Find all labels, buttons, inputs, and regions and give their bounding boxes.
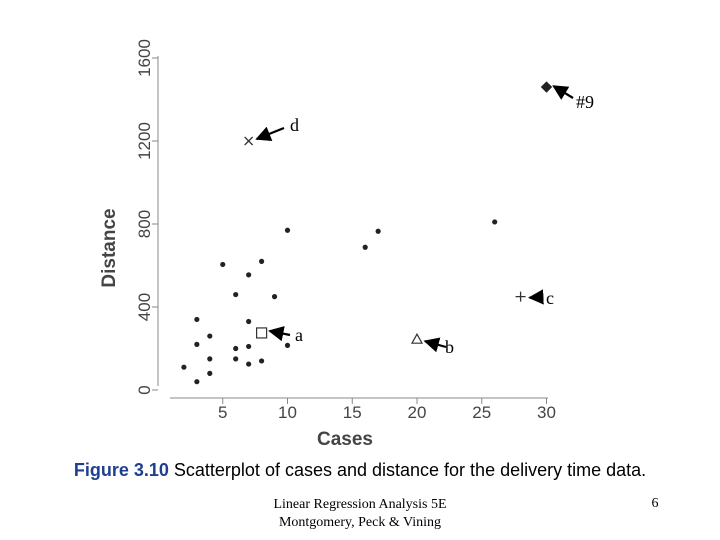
data-point xyxy=(181,364,187,370)
x-tick-label: 20 xyxy=(408,403,427,422)
data-point xyxy=(246,318,252,325)
data-point xyxy=(375,228,381,234)
data-point xyxy=(233,345,239,352)
y-tick-label: 800 xyxy=(135,210,154,238)
annotation-arrow xyxy=(423,337,447,353)
caption-text: Scatterplot of cases and distance for th… xyxy=(168,460,647,480)
data-point xyxy=(207,333,213,339)
data-point xyxy=(362,244,368,250)
figure-caption: Figure 3.10 Scatterplot of cases and dis… xyxy=(0,460,720,481)
x-tick-label: 25 xyxy=(472,403,491,422)
data-point xyxy=(246,343,252,350)
special-point-d xyxy=(244,136,254,146)
figure-number: Figure 3.10 xyxy=(73,460,169,480)
data-point xyxy=(284,227,291,233)
data-point xyxy=(271,294,278,300)
footer-citation: Linear Regression Analysis 5E Montgomery… xyxy=(210,496,510,532)
annotation-label: d xyxy=(290,115,299,135)
y-tick-label: 0 xyxy=(135,385,154,394)
x-tick-label: 5 xyxy=(218,403,227,422)
y-axis-title: Distance xyxy=(99,208,120,287)
annotation-arrow xyxy=(528,289,544,305)
annotation-arrow xyxy=(268,326,291,342)
page-number: 6 xyxy=(651,496,659,511)
special-point-a xyxy=(256,327,268,339)
y-tick-label: 1200 xyxy=(135,122,154,160)
data-point xyxy=(194,316,200,323)
y-tick-label: 400 xyxy=(135,293,154,321)
footer-book-title: Linear Regression Analysis 5E xyxy=(273,497,447,512)
annotation-label: #9 xyxy=(576,92,594,112)
data-point xyxy=(284,342,291,348)
data-point xyxy=(259,358,265,364)
annotation-arrow xyxy=(552,85,574,100)
data-point xyxy=(220,261,226,268)
data-point xyxy=(492,219,498,225)
annotation-arrow xyxy=(255,126,285,141)
annotation-label: a xyxy=(295,325,303,345)
x-tick-label: 15 xyxy=(343,403,362,422)
data-point xyxy=(233,291,239,298)
data-point xyxy=(259,258,265,264)
x-tick-label: 10 xyxy=(278,403,297,422)
annotation-label: c xyxy=(546,288,554,308)
x-tick-label: 30 xyxy=(537,403,556,422)
data-point xyxy=(246,361,252,367)
special-point-c xyxy=(515,291,526,302)
data-point xyxy=(246,272,252,278)
x-axis-title: Cases xyxy=(317,429,373,450)
data-point xyxy=(207,370,213,376)
data-point xyxy=(233,356,239,362)
data-point xyxy=(194,379,200,385)
annotation-label: b xyxy=(445,337,454,357)
special-point-b xyxy=(410,332,424,344)
special-point-n9 xyxy=(540,81,553,93)
data-point xyxy=(194,341,200,347)
data-point xyxy=(207,356,213,362)
footer-authors: Montgomery, Peck & Vining xyxy=(278,515,442,530)
scatter-plot: 5 10 15 20 25 30 0 400 800 1200 1600 Cases Distance #… xyxy=(99,39,594,450)
y-tick-label: 1600 xyxy=(135,39,154,77)
